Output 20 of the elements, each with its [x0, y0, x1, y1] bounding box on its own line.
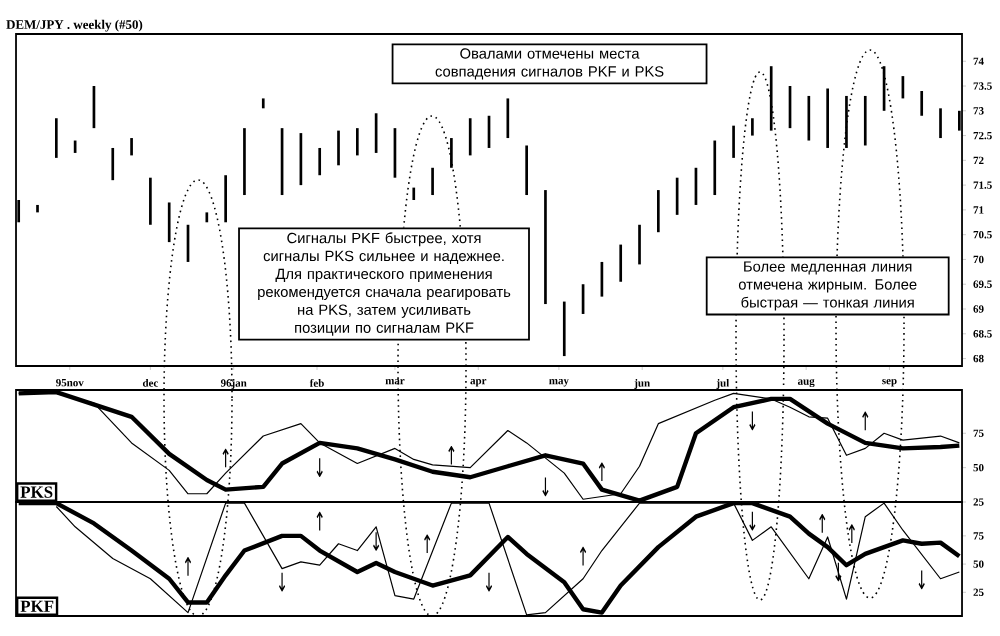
annotation: ↓	[749, 511, 756, 531]
annotation: ↑	[848, 524, 855, 543]
annotation: ↑	[184, 556, 192, 576]
text: PKF	[20, 600, 54, 612]
text: PKS	[20, 486, 53, 498]
annotation: ↑	[862, 411, 869, 431]
annotation: ↓	[918, 570, 925, 590]
annotation: ↑	[819, 514, 826, 533]
annotation: ↓	[542, 477, 549, 497]
annotation: ↑	[222, 448, 229, 468]
annotation: ↑	[448, 445, 455, 465]
annotation: ↓	[373, 532, 380, 551]
annotation: ↑	[316, 511, 323, 531]
annotation: ↓	[316, 458, 323, 477]
annotation: ↓	[749, 411, 756, 431]
annotation: ↑	[580, 546, 587, 566]
annotation: ↓	[485, 572, 493, 592]
annotation: ↑	[598, 462, 605, 482]
annotation: ↓	[279, 572, 286, 592]
annotation: ↑	[424, 534, 431, 554]
